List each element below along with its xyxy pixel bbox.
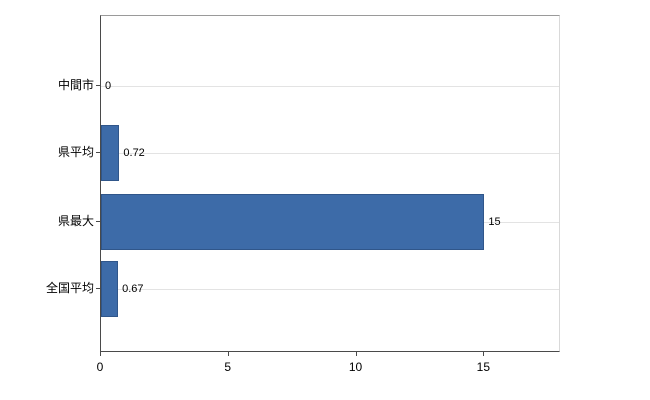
value-label: 0.72	[123, 147, 145, 159]
x-tick-mark	[355, 352, 357, 356]
gridline	[101, 86, 559, 87]
x-tick-label: 5	[224, 360, 232, 374]
category-tick	[96, 152, 100, 153]
bar-全国平均	[101, 261, 119, 317]
x-tick-label: 15	[476, 360, 490, 374]
value-label: 0.67	[122, 283, 144, 295]
category-tick	[96, 85, 100, 86]
x-tick-mark	[227, 352, 229, 356]
category-label: 県最大	[57, 214, 94, 228]
x-tick-label: 10	[348, 360, 363, 374]
x-tick-mark	[483, 352, 485, 356]
category-label: 県平均	[57, 145, 94, 159]
bar-県最大	[101, 194, 485, 250]
category-tick	[96, 288, 100, 289]
value-label: 15	[488, 216, 501, 228]
category-label: 中間市	[57, 78, 94, 92]
value-label: 0	[105, 80, 112, 92]
x-tick-mark	[100, 352, 101, 356]
x-tick-label: 0	[96, 360, 104, 374]
category-label: 全国平均	[45, 281, 94, 295]
gridline	[101, 153, 559, 154]
plot-area: 0 0.72 15 0.67	[100, 15, 560, 352]
gridline	[101, 289, 559, 290]
category-tick	[96, 221, 100, 222]
bar-県平均	[101, 125, 120, 181]
